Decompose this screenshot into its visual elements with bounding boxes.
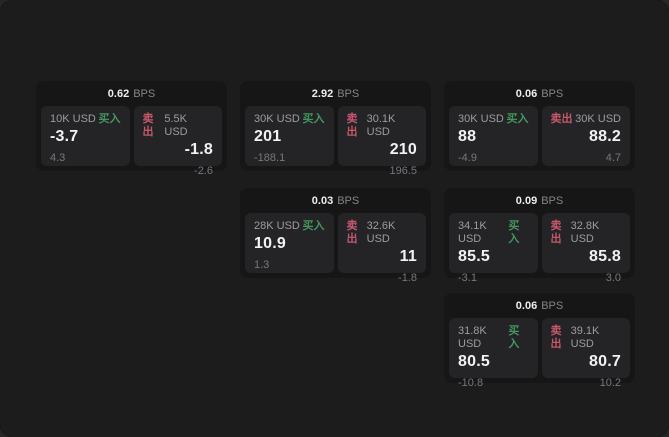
sell-label: 卖出 [550, 113, 573, 125]
bps-unit: BPS [337, 194, 360, 207]
sell-sub-value: -2.6 [194, 165, 213, 177]
sell-panel[interactable]: 卖出 32.8K USD 85.8 3.0 [541, 213, 630, 284]
sell-sub-value: -1.8 [398, 272, 417, 284]
buy-price: -3.7 [50, 128, 79, 145]
bps-value: 0.62 [107, 87, 130, 100]
sell-panel[interactable]: 卖出 5.5K USD -1.8 -2.6 [133, 106, 222, 177]
sell-amount: 39.1K USD [570, 325, 600, 350]
card-header: 0.06 BPS [444, 293, 635, 318]
buy-label: 买入 [506, 113, 529, 125]
buy-amount: 28K USD [254, 220, 300, 232]
buy-sub-value: -10.8 [458, 377, 484, 389]
buy-panel[interactable]: 30K USD 买入 201 -188.1 [245, 106, 334, 166]
sell-price: 11 [399, 248, 417, 265]
bps-value: 0.06 [515, 299, 538, 312]
sell-price: 88.2 [589, 128, 621, 145]
sell-label: 卖出 [550, 325, 562, 350]
sell-price: -1.8 [184, 141, 213, 158]
buy-price: 201 [254, 128, 282, 145]
buy-amount: 34.1K USD [458, 220, 487, 245]
buy-price: 80.5 [458, 353, 490, 370]
buy-amount: 31.8K USD [458, 325, 487, 350]
quote-card: 0.06 BPS 31.8K USD 买入 80.5 -10.8 卖出 39.1… [444, 293, 635, 389]
buy-sub-value: 1.3 [254, 259, 270, 271]
bps-unit: BPS [541, 87, 564, 100]
sell-amount: 30K USD [575, 113, 621, 125]
sell-panel[interactable]: 卖出 30.1K USD 210 196.5 [337, 106, 426, 177]
sell-amount: 32.8K USD [570, 220, 600, 245]
sell-label: 卖出 [346, 113, 358, 138]
sell-amount: 32.6K USD [366, 220, 396, 245]
buy-panel[interactable]: 31.8K USD 买入 80.5 -10.8 [449, 318, 538, 389]
card-header: 0.03 BPS [240, 188, 431, 213]
bps-unit: BPS [541, 194, 564, 207]
buy-panel[interactable]: 30K USD 买入 88 -4.9 [449, 106, 538, 166]
buy-sub-value: -4.9 [458, 152, 477, 164]
sell-sub-value: 196.5 [389, 165, 417, 177]
quote-card: 0.06 BPS 30K USD 买入 88 -4.9 卖出 30K USD 8… [444, 81, 635, 171]
bps-value: 0.06 [515, 87, 538, 100]
buy-panel[interactable]: 10K USD 买入 -3.7 4.3 [41, 106, 130, 166]
sell-amount: 30.1K USD [366, 113, 396, 138]
buy-label: 买入 [302, 113, 325, 125]
buy-amount: 10K USD [50, 113, 96, 125]
sell-sub-value: 4.7 [605, 152, 621, 164]
card-header: 0.09 BPS [444, 188, 635, 213]
buy-panel[interactable]: 28K USD 买入 10.9 1.3 [245, 213, 334, 273]
quote-card: 0.62 BPS 10K USD 买入 -3.7 4.3 卖出 5.5K USD… [36, 81, 227, 177]
sell-panel[interactable]: 卖出 32.6K USD 11 -1.8 [337, 213, 426, 284]
bps-unit: BPS [133, 87, 156, 100]
card-header: 0.62 BPS [36, 81, 227, 106]
buy-price: 10.9 [254, 235, 286, 252]
buy-sub-value: 4.3 [50, 152, 66, 164]
sell-panel[interactable]: 卖出 39.1K USD 80.7 10.2 [541, 318, 630, 389]
sell-label: 卖出 [550, 220, 562, 245]
buy-price: 88 [458, 128, 477, 145]
quote-card: 0.03 BPS 28K USD 买入 10.9 1.3 卖出 32.6K US… [240, 188, 431, 284]
sell-price: 85.8 [589, 248, 621, 265]
bps-value: 2.92 [311, 87, 334, 100]
sell-panel[interactable]: 卖出 30K USD 88.2 4.7 [541, 106, 630, 166]
buy-label: 买入 [302, 220, 325, 232]
bps-value: 0.09 [515, 194, 538, 207]
buy-sub-value: -188.1 [254, 152, 286, 164]
sell-price: 210 [389, 141, 417, 158]
buy-label: 买入 [98, 113, 121, 125]
buy-panel[interactable]: 34.1K USD 买入 85.5 -3.1 [449, 213, 538, 284]
bps-value: 0.03 [311, 194, 334, 207]
bps-unit: BPS [337, 87, 360, 100]
quote-card: 2.92 BPS 30K USD 买入 201 -188.1 卖出 30.1K … [240, 81, 431, 177]
sell-sub-value: 10.2 [599, 377, 621, 389]
buy-price: 85.5 [458, 248, 490, 265]
bps-unit: BPS [541, 299, 564, 312]
buy-label: 买入 [508, 220, 520, 245]
sell-label: 卖出 [346, 220, 358, 245]
buy-label: 买入 [508, 325, 520, 350]
buy-amount: 30K USD [254, 113, 300, 125]
sell-amount: 5.5K USD [164, 113, 188, 138]
quote-card: 0.09 BPS 34.1K USD 买入 85.5 -3.1 卖出 32.8K… [444, 188, 635, 284]
card-header: 0.06 BPS [444, 81, 635, 106]
sell-label: 卖出 [142, 113, 154, 138]
sell-sub-value: 3.0 [605, 272, 621, 284]
card-header: 2.92 BPS [240, 81, 431, 106]
buy-amount: 30K USD [458, 113, 504, 125]
buy-sub-value: -3.1 [458, 272, 477, 284]
sell-price: 80.7 [589, 353, 621, 370]
